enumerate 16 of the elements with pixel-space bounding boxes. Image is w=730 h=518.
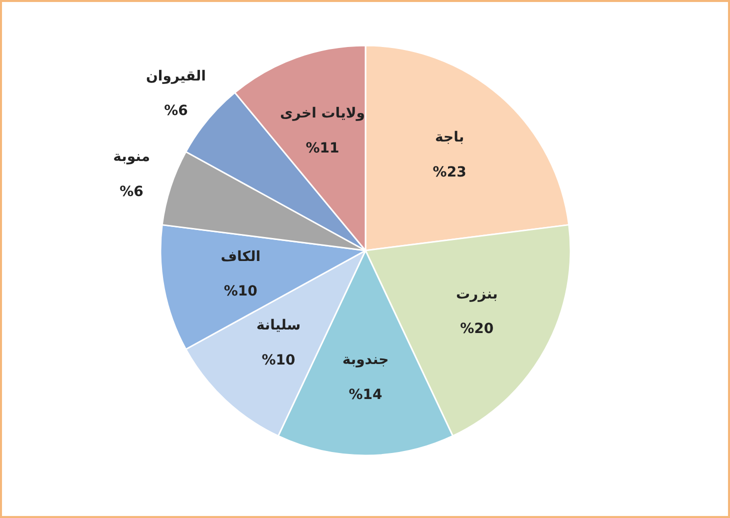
data-label: %10 xyxy=(262,352,296,369)
data-label: %10 xyxy=(224,284,258,300)
data-label: %11 xyxy=(306,140,340,156)
slice-label: بنزرت xyxy=(456,286,498,302)
slice-label: القيروان xyxy=(146,68,206,84)
data-label: %20 xyxy=(460,321,494,338)
slice-label: ولايات اخرى xyxy=(280,105,365,122)
data-label: %6 xyxy=(120,184,144,200)
slice-label: الكاف xyxy=(220,248,261,265)
slice-label: سليانة xyxy=(256,318,301,334)
slice-label: باجة xyxy=(435,130,464,146)
slice-label: جندوبة xyxy=(342,352,389,368)
data-label: %14 xyxy=(348,387,383,404)
slice-label: منوبة xyxy=(113,149,150,166)
data-label: %6 xyxy=(164,103,188,120)
data-label: %23 xyxy=(432,164,466,181)
